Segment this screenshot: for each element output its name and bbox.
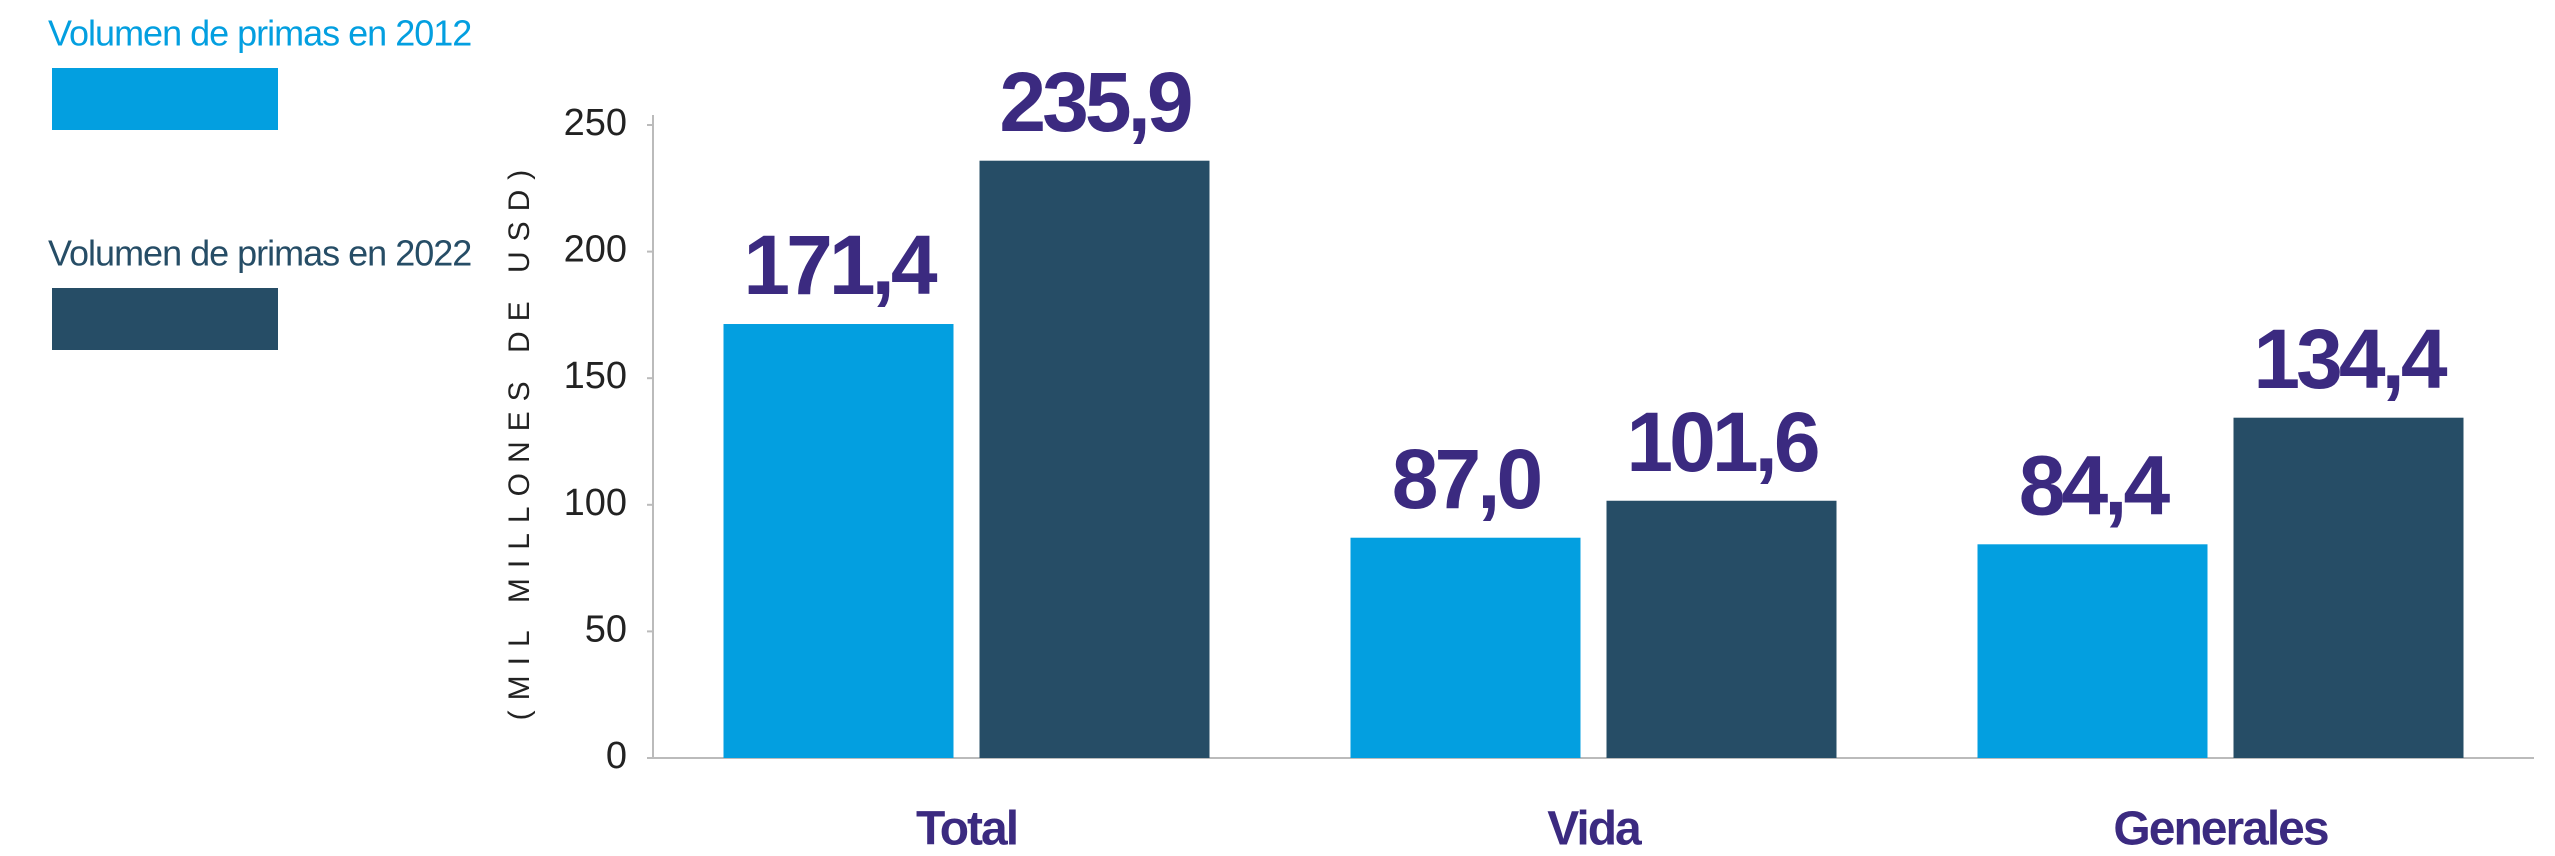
legend-label: Volumen de primas en 2022: [48, 233, 471, 274]
data-label: 101,6: [1626, 395, 1817, 489]
data-label: 134,4: [2253, 312, 2447, 406]
bar: [2233, 417, 2464, 758]
y-axis-label: (MIL MILLONES DE USD): [503, 160, 536, 721]
x-tick-label: Generales: [2113, 803, 2327, 856]
bar: [1977, 544, 2208, 758]
legend-label: Volumen de primas en 2012: [48, 13, 471, 54]
data-label: 84,4: [2019, 438, 2171, 532]
bar: [723, 324, 954, 758]
y-tick-label: 100: [564, 482, 627, 524]
data-label: 87,0: [1392, 432, 1541, 526]
x-tick-label: Vida: [1547, 803, 1642, 856]
data-label: 235,9: [999, 55, 1190, 149]
y-tick-label: 50: [585, 608, 627, 650]
y-tick-label: 0: [606, 735, 627, 777]
bar: [979, 160, 1210, 759]
y-tick-label: 150: [564, 355, 627, 397]
data-label: 171,4: [743, 218, 937, 312]
bar: [1606, 500, 1837, 758]
legend-swatch: [52, 68, 278, 130]
x-tick-label: Total: [916, 803, 1017, 856]
y-tick-label: 250: [564, 102, 627, 144]
y-tick-label: 200: [564, 229, 627, 271]
legend-swatch: [52, 288, 278, 350]
bar: [1350, 537, 1581, 758]
